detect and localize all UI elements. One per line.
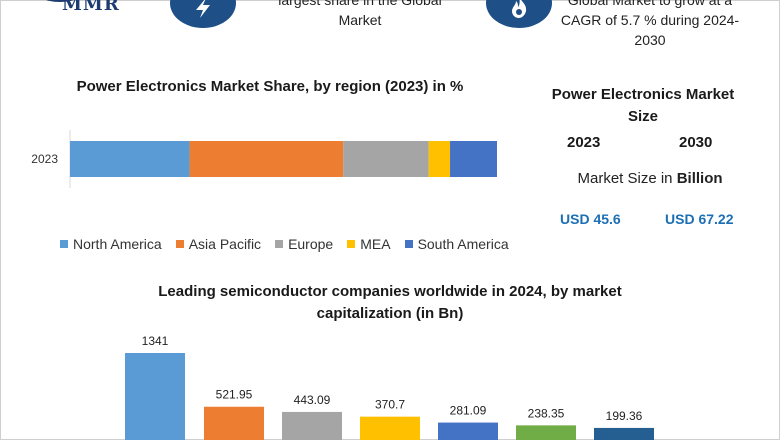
region-share-segment-mea — [428, 141, 451, 177]
header-left-text: largest share in the Global Market — [262, 0, 458, 30]
legend-item-europe: Europe — [275, 236, 333, 252]
lightning-bolt-icon — [170, 0, 236, 28]
legend-item-north-america: North America — [60, 236, 162, 252]
company-bar-label-5: 281.09 — [450, 404, 487, 418]
legend-swatch — [347, 240, 356, 248]
header-strip: MMR largest share in the Global Market G… — [0, 0, 780, 56]
region-share-chart-title: Power Electronics Market Share, by regio… — [76, 78, 464, 95]
legend-label: Asia Pacific — [188, 236, 262, 252]
legend-swatch — [404, 240, 413, 248]
logo-globe-icon — [30, 0, 90, 2]
semiconductor-companies-chart-title: Leading semiconductor companies worldwid… — [158, 283, 622, 322]
market-size-label-prefix: Market Size in — [577, 170, 677, 187]
brand-logo-text: MMR — [62, 0, 120, 15]
company-bar-1 — [125, 353, 185, 440]
company-bar-label-3: 443.09 — [294, 393, 331, 407]
legend-swatch — [175, 240, 184, 248]
market-size-label: Market Size in Billion — [560, 170, 740, 187]
region-share-segment-asia-pacific — [189, 141, 344, 177]
legend-label: North America — [73, 236, 162, 252]
company-bar-5 — [438, 422, 498, 440]
region-share-segment-south-america — [450, 141, 497, 177]
company-bar-label-1: 1341 — [142, 334, 169, 348]
legend-label: MEA — [360, 236, 391, 252]
region-share-segment-north-america — [70, 141, 190, 177]
legend-swatch — [60, 240, 68, 248]
legend-label: South America — [417, 236, 509, 252]
flame-icon — [486, 0, 552, 28]
legend-item-asia-pacific: Asia Pacific — [175, 236, 262, 252]
region-share-segment-europe — [343, 141, 429, 177]
legend-item-south-america: South America — [404, 236, 509, 252]
company-bar-label-7: 199.36 — [606, 409, 643, 423]
company-bar-4 — [360, 416, 420, 440]
header-left-line-1: largest share in the Global — [278, 0, 442, 8]
company-bar-7 — [594, 427, 654, 440]
market-size-value-2023: USD 45.6 — [560, 211, 621, 227]
header-right-line-3: 2030 — [634, 32, 666, 48]
region-share-chart: 2023 — [31, 130, 497, 188]
region-share-category-label: 2023 — [31, 152, 58, 166]
semiconductor-companies-chart: 1341 521.95 443.09 370.7 281.09 238.35 199.36 — [125, 334, 654, 440]
company-bar-label-4: 370.7 — [375, 398, 405, 412]
legend-swatch — [275, 240, 284, 248]
market-size-value-2030: USD 67.22 — [665, 211, 734, 227]
header-right-text: Global Market to grow at a CAGR of 5.7 %… — [552, 0, 748, 50]
market-size-year-2030: 2030 — [679, 134, 713, 151]
market-size-title: Power Electronics Market Size — [551, 86, 735, 125]
company-bar-3 — [282, 411, 342, 440]
company-bar-2 — [204, 406, 264, 440]
header-left-line-2: Market — [338, 12, 382, 28]
region-share-legend: North America Asia Pacific Europe MEA South … — [60, 236, 509, 252]
legend-item-mea: MEA — [347, 236, 391, 252]
company-bar-6 — [516, 425, 576, 440]
market-size-year-2023: 2023 — [567, 134, 601, 151]
market-size-label-unit: Billion — [676, 170, 723, 187]
header-right-line-2: CAGR of 5.7 % during 2024- — [560, 12, 740, 28]
brand-logo — [30, 0, 150, 12]
header-right-line-1: Global Market to grow at a — [567, 0, 733, 8]
legend-label: Europe — [288, 236, 334, 252]
company-bar-label-2: 521.95 — [216, 388, 253, 402]
company-bar-label-6: 238.35 — [528, 406, 565, 420]
